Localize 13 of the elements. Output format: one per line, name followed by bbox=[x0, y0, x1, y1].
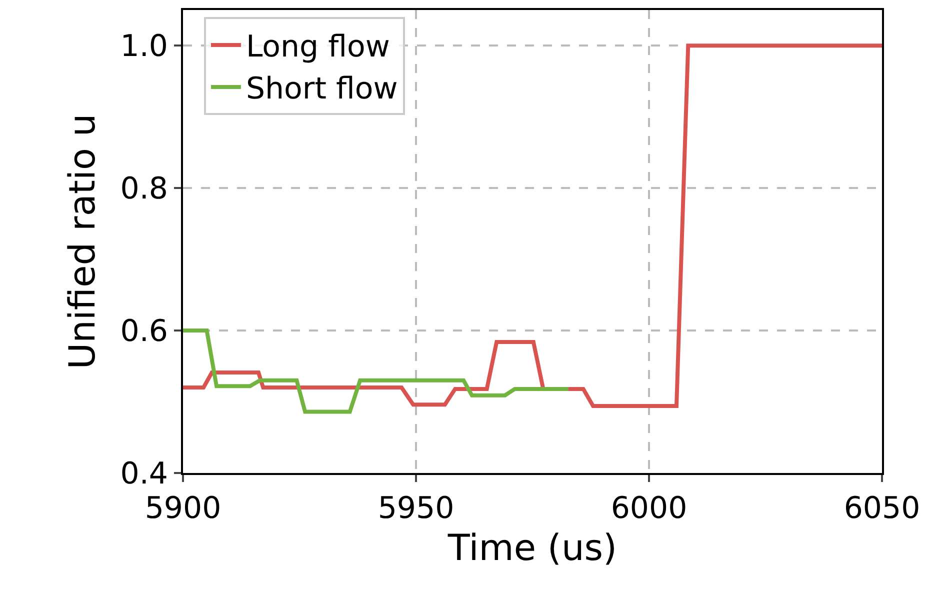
line-series bbox=[183, 328, 570, 414]
x-tick-label: 5900 bbox=[144, 491, 222, 526]
legend-label: Short flow bbox=[246, 72, 398, 107]
y-tick-label: 0.8 bbox=[120, 172, 168, 207]
x-axis-title: Time (us) bbox=[446, 528, 618, 570]
legend-label: Long flow bbox=[246, 30, 390, 65]
x-tick-label: 5950 bbox=[378, 491, 454, 526]
y-tick-label: 1.0 bbox=[120, 29, 168, 64]
x-tick-label: 6000 bbox=[610, 491, 688, 526]
y-tick-label: 0.4 bbox=[120, 456, 168, 492]
y-tick-label: 0.6 bbox=[120, 314, 168, 350]
y-axis-title: Unified ratio u bbox=[62, 114, 104, 370]
x-tick-label: 6050 bbox=[844, 491, 920, 526]
